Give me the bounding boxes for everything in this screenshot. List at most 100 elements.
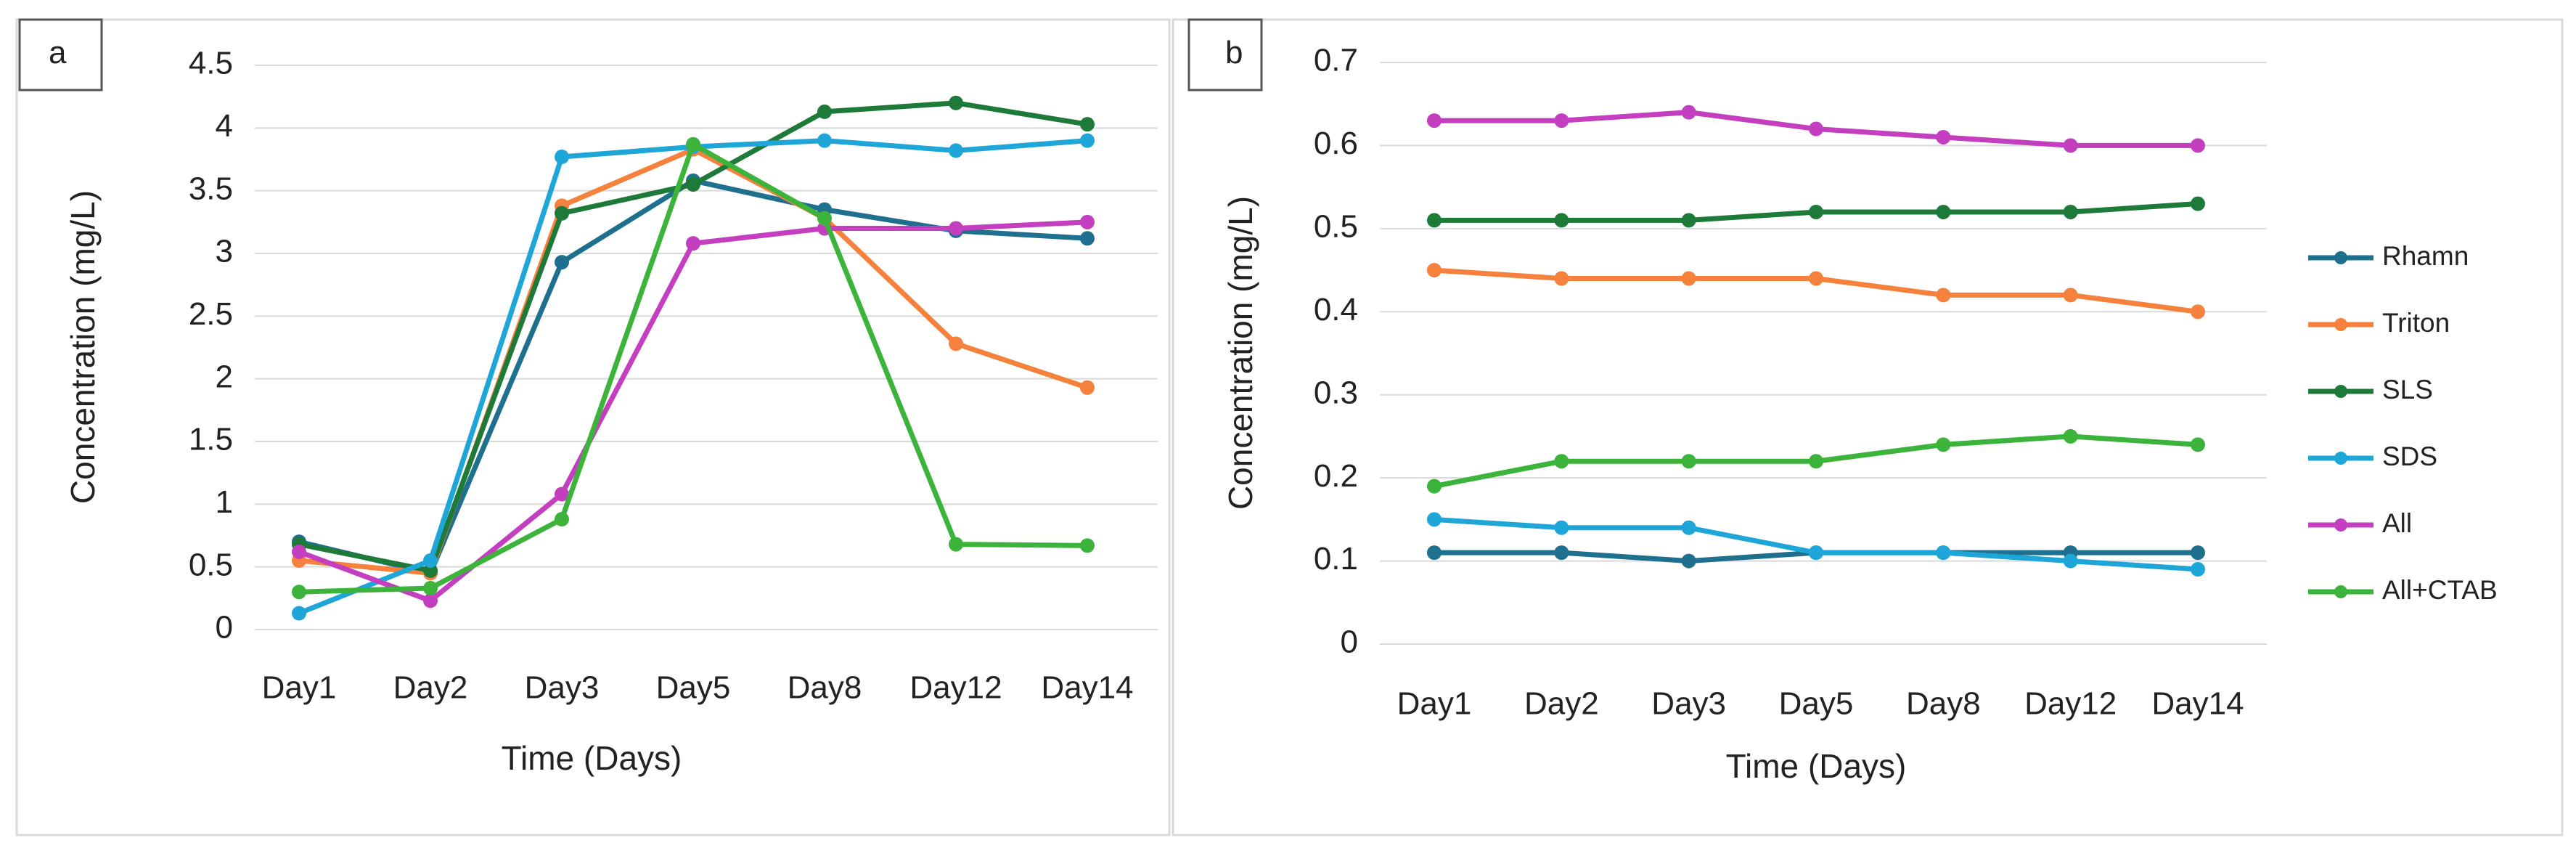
data-point [292,544,306,559]
data-point [1080,380,1095,395]
data-point [555,150,569,165]
data-point [1080,133,1095,148]
data-point [2191,562,2205,577]
data-point [1554,271,1569,286]
data-point [1554,520,1569,535]
data-point [555,255,569,270]
data-point [292,606,306,621]
data-point [1936,437,1951,452]
data-point [2063,288,2078,303]
data-point [1080,117,1095,132]
data-point [1427,113,1442,129]
data-point [2063,138,2078,153]
legend-marker [2334,518,2347,532]
y-tick-label: 0 [216,610,233,646]
y-tick-label: 2 [216,359,233,394]
data-point [423,593,438,608]
data-point [1554,113,1569,129]
legend-label: All [2382,508,2412,538]
data-point [1554,213,1569,228]
x-tick-label: Day2 [1524,686,1599,722]
data-point [1681,105,1696,120]
y-tick-label: 4 [216,108,233,144]
data-point [1080,231,1095,246]
data-point [1936,204,1951,219]
x-axis-title: Time (Days) [502,739,682,777]
y-tick-label: 0.7 [1314,43,1358,78]
x-tick-label: Day12 [909,670,1002,706]
data-point [949,336,963,351]
y-tick-label: 0.4 [1314,292,1358,327]
x-tick-label: Day8 [1906,686,1981,722]
legend-marker [2334,452,2347,465]
y-tick-label: 2.5 [189,296,233,332]
y-tick-label: 1.5 [189,422,233,457]
data-point [1427,213,1442,228]
x-tick-label: Day5 [656,670,731,706]
data-point [2191,304,2205,319]
data-point [423,581,438,596]
data-point [949,143,963,158]
data-point [2191,138,2205,153]
legend-label: SLS [2382,375,2433,404]
data-point [1809,454,1823,469]
y-tick-label: 3.5 [189,171,233,206]
data-point [423,553,438,569]
panel-label-box [1187,18,1263,91]
data-point [1427,263,1442,278]
data-point [817,133,832,148]
data-point [949,537,963,552]
y-tick-label: 0.2 [1314,458,1358,494]
data-point [1936,288,1951,303]
y-tick-label: 0.6 [1314,126,1358,161]
x-tick-label: Day14 [2151,686,2244,722]
legend-marker [2334,385,2347,398]
data-point [949,221,963,236]
panel-label: a [49,35,67,70]
data-point [1936,129,1951,144]
data-point [1427,545,1442,561]
data-point [555,205,569,221]
data-point [1681,271,1696,286]
x-tick-label: Day1 [262,670,337,706]
legend-marker [2334,251,2347,264]
data-point [1936,545,1951,561]
x-tick-label: Day1 [1397,686,1472,722]
data-point [2063,428,2078,444]
y-tick-label: 0.1 [1314,541,1358,577]
data-point [2063,553,2078,569]
x-tick-label: Day14 [1041,670,1133,706]
data-point [1080,214,1095,229]
data-point [1809,121,1823,137]
y-tick-label: 0.5 [189,547,233,582]
data-point [817,104,832,119]
x-axis-title: Time (Days) [1726,747,1907,785]
panel-label-box [18,18,103,91]
legend-label: SDS [2382,441,2437,471]
y-tick-label: 0 [1341,624,1358,660]
data-point [423,563,438,578]
data-point [1809,271,1823,286]
data-point [555,512,569,527]
x-tick-label: Day5 [1779,686,1854,722]
x-tick-label: Day3 [525,670,600,706]
data-point [1080,538,1095,553]
data-point [686,236,700,251]
y-axis-title: Concentration (mg/L) [1222,196,1259,510]
data-point [1809,545,1823,561]
y-tick-label: 0.5 [1314,208,1358,244]
data-point [555,487,569,502]
legend-marker [2334,318,2347,331]
data-point [949,95,963,110]
data-point [1681,520,1696,535]
legend-label: Rhamn [2382,241,2469,271]
legend-label: Triton [2382,308,2450,338]
x-tick-label: Day8 [788,670,862,706]
data-point [2063,204,2078,219]
x-tick-label: Day3 [1651,686,1726,722]
data-point [1681,213,1696,228]
x-tick-label: Day12 [2024,686,2117,722]
legend-marker [2334,585,2347,598]
data-point [1554,545,1569,561]
